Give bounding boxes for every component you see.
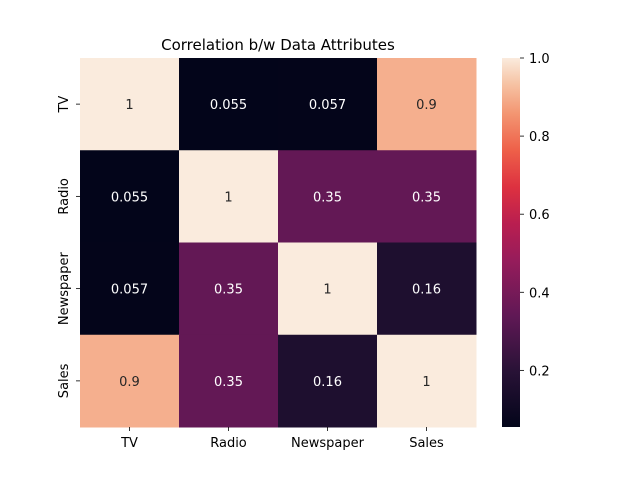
heatmap-cell (377, 58, 477, 151)
cell-value-label: 0.9 (416, 98, 437, 113)
heatmap-cell (80, 150, 180, 243)
heatmap-cell (80, 242, 180, 336)
y-tick-labels: TV Radio Newspaper Sales (57, 96, 80, 398)
x-tick-labels: TV Radio Newspaper Sales (120, 427, 444, 451)
heatmap-cells: 1 0.055 0.057 0.9 0.055 1 0.35 0.35 0.057 0.35 1 0.… (80, 58, 477, 428)
x-tick-label: TV (120, 436, 138, 451)
cell-value-label: 0.35 (214, 283, 243, 298)
heatmap-cell (80, 334, 180, 428)
colorbar-gradient (502, 58, 520, 427)
cell-value-label: 1 (125, 98, 133, 113)
chart-title: Correlation b/w Data Attributes (161, 36, 395, 54)
heatmap-cell (278, 150, 378, 243)
cell-value-label: 0.055 (111, 190, 148, 205)
cell-value-label: 0.35 (412, 190, 441, 205)
cell-value-label: 0.055 (210, 98, 247, 113)
y-tick-label: Newspaper (57, 252, 72, 326)
cell-value-label: 1 (224, 190, 232, 205)
heatmap-cell (278, 334, 378, 428)
cell-value-label: 0.057 (309, 98, 346, 113)
y-tick-label: Radio (57, 178, 72, 215)
x-tick-label: Radio (210, 436, 247, 451)
colorbar-tick-label: 1.0 (529, 52, 550, 67)
colorbar-tick-label: 0.4 (529, 286, 550, 301)
y-tick-label: Sales (57, 363, 72, 398)
y-tick-label: TV (57, 96, 72, 114)
cell-value-label: 0.9 (119, 375, 140, 390)
colorbar-tick-label: 0.8 (529, 130, 550, 145)
x-tick-label: Sales (409, 436, 444, 451)
heatmap-cell (377, 334, 477, 428)
heatmap-cell (179, 334, 279, 428)
heatmap-cell (278, 242, 378, 336)
cell-value-label: 1 (422, 375, 430, 390)
heatmap-cell (179, 242, 279, 336)
cell-value-label: 0.35 (313, 190, 342, 205)
heatmap-cell (278, 58, 378, 151)
heatmap-cell (179, 58, 279, 151)
colorbar-tick-label: 0.2 (529, 364, 550, 379)
heatmap-cell (377, 150, 477, 243)
heatmap-cell (80, 58, 180, 151)
cell-value-label: 1 (323, 283, 331, 298)
cell-value-label: 0.16 (313, 375, 342, 390)
colorbar: 0.2 0.4 0.6 0.8 1.0 (502, 52, 550, 427)
cell-value-label: 0.057 (111, 283, 148, 298)
heatmap-cell (179, 150, 279, 243)
colorbar-tick-label: 0.6 (529, 208, 550, 223)
x-tick-label: Newspaper (291, 436, 365, 451)
heatmap-cell (377, 242, 477, 336)
cell-value-label: 0.35 (214, 375, 243, 390)
cell-value-label: 0.16 (412, 283, 441, 298)
